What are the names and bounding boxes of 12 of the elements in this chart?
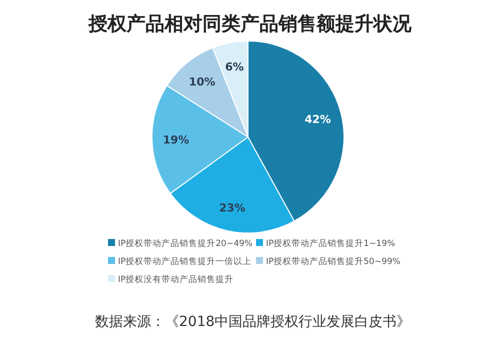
legend-label: IP授权带动产品销售提升一倍以上 [118, 256, 252, 267]
chart-title: 授权产品相对同类产品销售额提升状况 [88, 13, 412, 35]
data-label: 23% [219, 201, 246, 214]
legend-label: IP授权带动产品销售提升20~49% [118, 238, 252, 249]
data-label: 10% [188, 76, 216, 89]
data-label: 19% [162, 133, 190, 146]
legend-label: IP授权带动产品销售提升1~19% [266, 238, 396, 249]
source-note: 数据来源：《2018中国品牌授权行业发展白皮书》 [95, 314, 411, 330]
data-label: 42% [304, 113, 331, 126]
legend-label: IP授权带动产品销售提升50~99% [266, 256, 400, 267]
legend-label: IP授权没有带动产品销售提升 [118, 274, 234, 285]
data-label: 6% [225, 60, 244, 74]
